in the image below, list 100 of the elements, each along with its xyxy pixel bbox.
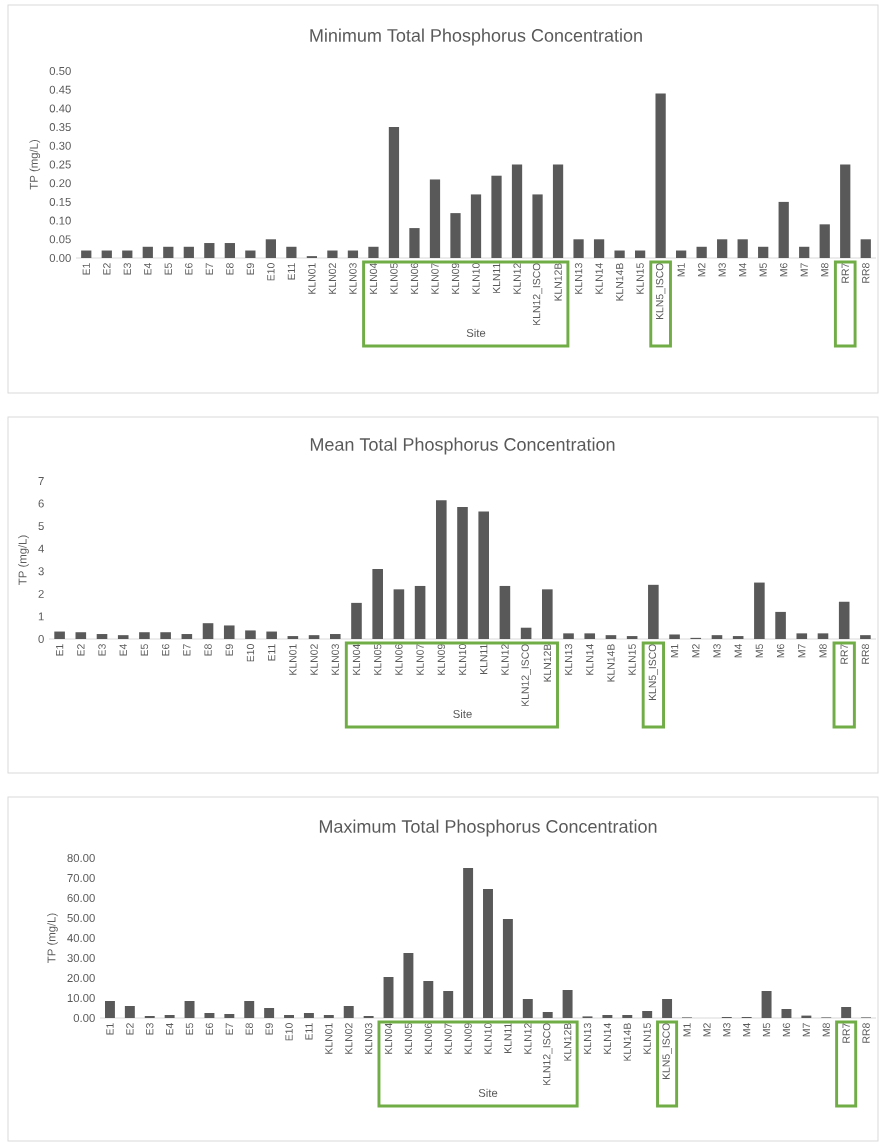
bar — [655, 93, 666, 258]
y-tick-label: 0.25 — [49, 160, 71, 169]
x-tick-label: KLN06 — [395, 644, 403, 675]
bar — [552, 164, 564, 258]
x-tick-label: KLN12B — [563, 1023, 572, 1061]
x-tick-label: RR7 — [841, 263, 849, 283]
x-tick-label: M8 — [822, 1023, 830, 1037]
x-tick-label: KLN01 — [289, 644, 297, 675]
x-tick-label: M5 — [755, 644, 764, 658]
bar — [838, 601, 850, 639]
x-tick-label: E3 — [146, 1023, 154, 1035]
bar — [124, 1006, 135, 1018]
bar — [761, 991, 772, 1018]
bar — [648, 584, 659, 639]
x-tick-label: E8 — [245, 1023, 253, 1035]
bar — [717, 239, 728, 258]
bar — [450, 213, 461, 258]
bar — [781, 1009, 792, 1018]
x-tick-label: E7 — [183, 644, 191, 656]
x-tick-label: KLN02 — [328, 263, 337, 294]
x-tick-label: KLN11 — [504, 1023, 512, 1053]
bar — [662, 999, 673, 1018]
x-tick-label: E3 — [98, 644, 106, 656]
x-tick-label: KLN05 — [374, 644, 382, 675]
bar — [223, 625, 235, 639]
y-tick-label: 3 — [38, 567, 44, 576]
y-tick-label: 0.40 — [49, 104, 71, 113]
bar — [245, 630, 256, 639]
x-tick-label: M4 — [734, 644, 742, 658]
bar — [308, 635, 320, 639]
x-tick-label: M7 — [802, 1023, 810, 1037]
x-tick-label: M7 — [798, 644, 806, 658]
bar — [491, 175, 502, 258]
bar — [286, 246, 297, 258]
x-tick-label: KLN14B — [623, 1023, 631, 1061]
bar — [520, 627, 532, 639]
bar — [499, 585, 511, 639]
x-tick-label: M7 — [800, 263, 808, 277]
x-tick-label: E2 — [77, 644, 85, 656]
chart-title: Mean Total Phosphorus Concentration — [310, 437, 615, 455]
bar — [351, 602, 362, 639]
x-tick-label: E2 — [103, 263, 111, 275]
x-tick-label: M6 — [776, 644, 785, 658]
x-tick-label: E9 — [246, 263, 255, 275]
bar — [778, 201, 789, 258]
bar — [204, 1013, 215, 1018]
bar — [457, 506, 468, 639]
x-tick-label: KLN14B — [616, 263, 624, 301]
x-tick-label: KLN5_ISCO — [648, 644, 659, 701]
x-tick-label: KLN07 — [431, 263, 439, 294]
y-tick-label: 0.05 — [49, 235, 71, 244]
bar — [669, 634, 680, 639]
x-tick-label: M2 — [692, 644, 700, 658]
bar — [737, 239, 748, 258]
x-tick-label: KLN02 — [310, 644, 318, 675]
x-tick-label: E3 — [123, 263, 131, 275]
bar — [511, 164, 523, 258]
bar — [573, 239, 584, 258]
bar — [409, 228, 420, 258]
bar — [626, 636, 638, 639]
y-tick-label: 60.00 — [67, 894, 95, 903]
bar — [323, 1015, 334, 1018]
bar — [163, 246, 174, 258]
bar — [502, 919, 513, 1018]
bar — [711, 635, 723, 639]
bar — [122, 250, 133, 258]
x-tick-label: KLN14 — [595, 263, 603, 294]
x-tick-label: E5 — [164, 263, 172, 275]
y-tick-label: 4 — [38, 544, 44, 553]
bar — [142, 246, 153, 258]
x-tick-label: E10 — [285, 1023, 293, 1041]
x-tick-label: KLN03 — [349, 263, 357, 294]
x-tick-label: E7 — [225, 1023, 233, 1035]
y-axis-title: TP (mg/L) — [47, 913, 58, 963]
x-tick-label: E11 — [305, 1023, 313, 1040]
x-tick-label: KLN12_ISCO — [521, 644, 531, 706]
bar — [478, 511, 490, 639]
y-tick-label: 0.00 — [73, 1014, 95, 1023]
bar — [244, 1001, 255, 1018]
x-tick-label: KLN09 — [464, 1023, 472, 1054]
bar — [676, 250, 687, 258]
bar — [284, 1015, 294, 1018]
x-tick-label: E2 — [126, 1023, 134, 1035]
bar — [732, 636, 744, 639]
bar — [393, 589, 405, 639]
x-tick-label: KLN05 — [404, 1023, 413, 1054]
x-tick-label: KLN11 — [492, 263, 501, 293]
x-tick-label: KLN13 — [564, 644, 573, 675]
bar — [841, 1007, 852, 1018]
x-tick-label: RR8 — [862, 1023, 870, 1043]
bar — [388, 127, 400, 258]
x-axis-title: Site — [478, 1088, 498, 1098]
x-tick-label: RR8 — [861, 644, 870, 664]
y-tick-label: 6 — [38, 499, 44, 508]
bar — [264, 1008, 275, 1018]
x-tick-label: KLN12 — [501, 644, 509, 675]
x-tick-label: KLN14 — [603, 1023, 611, 1054]
x-tick-label: KLN09 — [437, 644, 445, 675]
x-tick-label: E6 — [185, 263, 193, 275]
bar — [860, 635, 871, 639]
